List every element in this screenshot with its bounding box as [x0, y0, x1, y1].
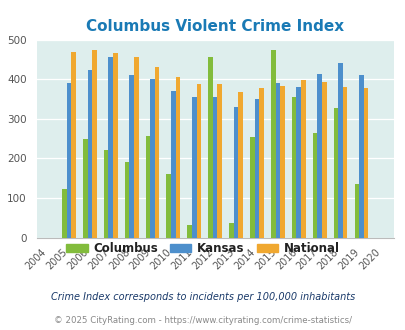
- Bar: [62, 189, 66, 238]
- Bar: [192, 97, 196, 238]
- Bar: [217, 83, 222, 238]
- Bar: [212, 97, 217, 238]
- Bar: [187, 224, 192, 238]
- Bar: [354, 184, 358, 238]
- Bar: [87, 70, 92, 238]
- Bar: [358, 75, 363, 238]
- Bar: [296, 87, 301, 238]
- Bar: [171, 91, 175, 238]
- Bar: [312, 133, 317, 238]
- Bar: [108, 57, 113, 238]
- Bar: [337, 63, 342, 238]
- Bar: [301, 80, 305, 238]
- Bar: [275, 83, 279, 238]
- Bar: [134, 57, 138, 238]
- Bar: [254, 99, 259, 238]
- Bar: [208, 57, 212, 238]
- Bar: [270, 50, 275, 238]
- Bar: [363, 87, 367, 238]
- Bar: [129, 75, 134, 238]
- Bar: [279, 85, 284, 238]
- Bar: [333, 108, 337, 238]
- Bar: [317, 75, 321, 238]
- Bar: [66, 83, 71, 238]
- Legend: Columbus, Kansas, National: Columbus, Kansas, National: [62, 237, 343, 260]
- Bar: [71, 52, 76, 238]
- Bar: [113, 53, 117, 238]
- Bar: [150, 79, 154, 238]
- Bar: [228, 223, 233, 238]
- Bar: [166, 174, 171, 238]
- Bar: [321, 82, 326, 238]
- Bar: [238, 92, 242, 238]
- Bar: [145, 136, 150, 238]
- Title: Columbus Violent Crime Index: Columbus Violent Crime Index: [86, 19, 343, 34]
- Bar: [92, 50, 96, 238]
- Bar: [196, 83, 201, 238]
- Bar: [249, 137, 254, 238]
- Text: © 2025 CityRating.com - https://www.cityrating.com/crime-statistics/: © 2025 CityRating.com - https://www.city…: [54, 316, 351, 325]
- Bar: [104, 150, 108, 238]
- Text: Crime Index corresponds to incidents per 100,000 inhabitants: Crime Index corresponds to incidents per…: [51, 292, 354, 302]
- Bar: [175, 77, 180, 238]
- Bar: [342, 87, 347, 238]
- Bar: [124, 162, 129, 238]
- Bar: [259, 88, 263, 238]
- Bar: [154, 67, 159, 238]
- Bar: [291, 97, 296, 238]
- Bar: [83, 139, 87, 238]
- Bar: [233, 107, 238, 238]
